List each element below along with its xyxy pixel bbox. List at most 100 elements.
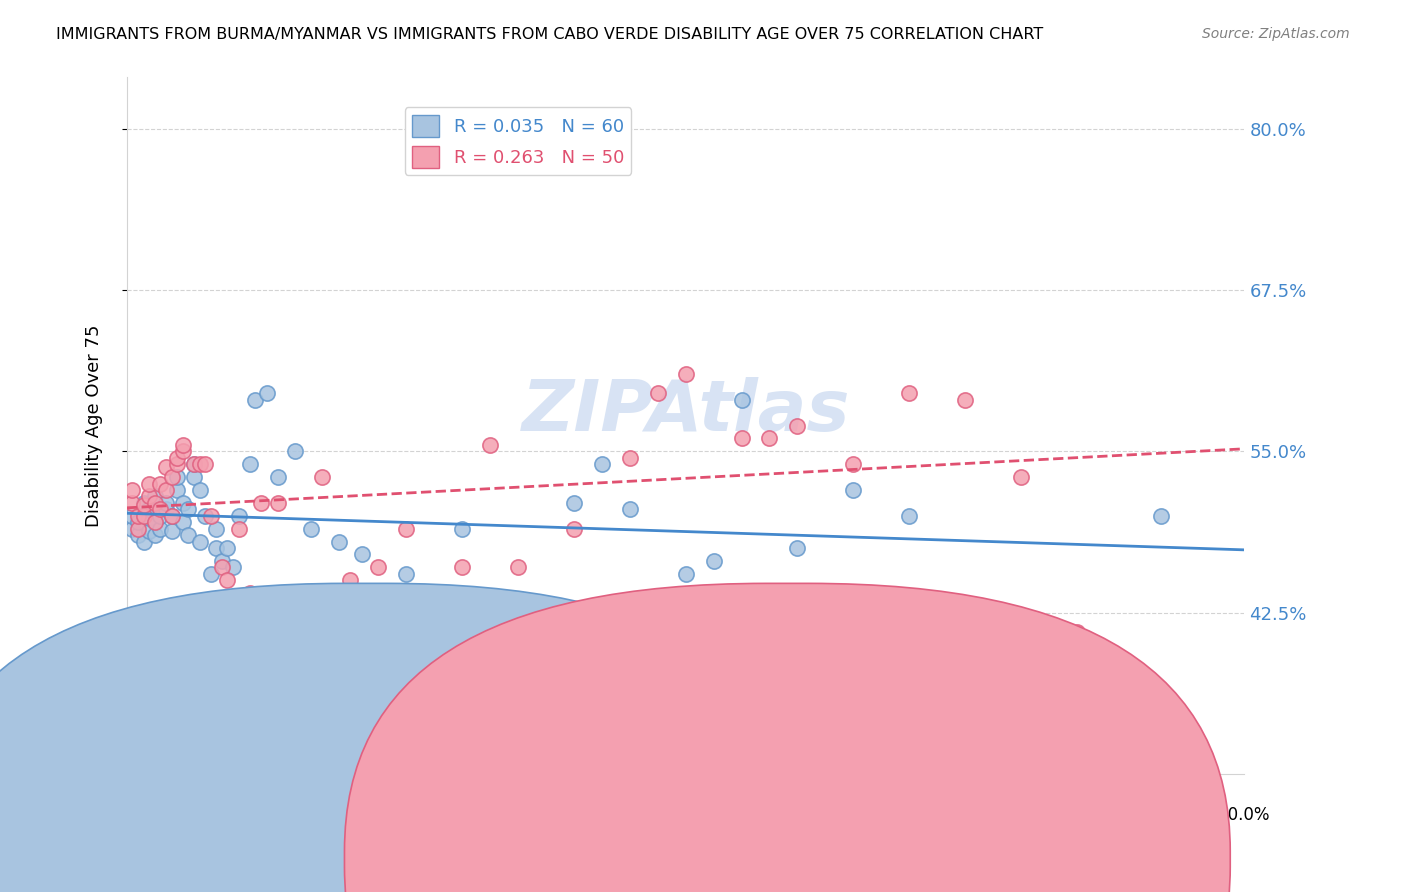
Immigrants from Cabo Verde	[339, 574, 361, 588]
Immigrants from Burma/Myanmar	[127, 528, 149, 542]
Text: Immigrants from Cabo Verde: Immigrants from Cabo Verde	[794, 838, 1033, 856]
Immigrants from Cabo Verde	[160, 470, 183, 484]
Immigrants from Cabo Verde	[217, 574, 239, 588]
Immigrants from Burma/Myanmar	[328, 534, 350, 549]
Immigrants from Cabo Verde	[127, 508, 149, 523]
Immigrants from Cabo Verde	[842, 457, 865, 471]
Immigrants from Burma/Myanmar	[127, 515, 149, 529]
Immigrants from Cabo Verde	[562, 522, 585, 536]
Immigrants from Burma/Myanmar	[132, 496, 155, 510]
Immigrants from Burma/Myanmar	[898, 508, 921, 523]
Immigrants from Burma/Myanmar	[1149, 508, 1171, 523]
Immigrants from Cabo Verde	[188, 457, 211, 471]
Immigrants from Burma/Myanmar	[239, 457, 262, 471]
Immigrants from Burma/Myanmar	[395, 566, 418, 581]
Immigrants from Burma/Myanmar	[222, 560, 245, 574]
Immigrants from Burma/Myanmar	[166, 470, 188, 484]
Immigrants from Cabo Verde	[250, 496, 273, 510]
Immigrants from Burma/Myanmar	[143, 490, 166, 504]
Immigrants from Burma/Myanmar	[177, 502, 200, 516]
Immigrants from Cabo Verde	[200, 508, 222, 523]
Immigrants from Burma/Myanmar	[121, 522, 143, 536]
Immigrants from Cabo Verde	[395, 522, 418, 536]
Immigrants from Burma/Myanmar	[703, 554, 725, 568]
Immigrants from Cabo Verde	[138, 490, 160, 504]
Immigrants from Cabo Verde	[267, 496, 290, 510]
Immigrants from Cabo Verde	[194, 457, 217, 471]
Immigrants from Cabo Verde	[953, 392, 976, 407]
Text: 0.0%: 0.0%	[105, 805, 148, 824]
Immigrants from Burma/Myanmar	[183, 457, 205, 471]
Immigrants from Burma/Myanmar	[211, 554, 233, 568]
Immigrants from Burma/Myanmar	[188, 483, 211, 497]
Immigrants from Burma/Myanmar	[155, 496, 177, 510]
Immigrants from Burma/Myanmar	[172, 515, 194, 529]
Immigrants from Cabo Verde	[239, 586, 262, 600]
Immigrants from Cabo Verde	[155, 483, 177, 497]
Immigrants from Cabo Verde	[479, 438, 502, 452]
Immigrants from Burma/Myanmar	[228, 508, 250, 523]
Immigrants from Cabo Verde	[121, 496, 143, 510]
Text: 20.0%: 20.0%	[1218, 805, 1271, 824]
Immigrants from Burma/Myanmar	[149, 508, 172, 523]
Immigrants from Cabo Verde	[160, 508, 183, 523]
Immigrants from Burma/Myanmar	[160, 508, 183, 523]
Immigrants from Cabo Verde	[1066, 624, 1088, 639]
Immigrants from Burma/Myanmar	[591, 457, 613, 471]
Immigrants from Cabo Verde	[166, 450, 188, 465]
Immigrants from Burma/Myanmar	[149, 522, 172, 536]
Immigrants from Burma/Myanmar	[183, 470, 205, 484]
Immigrants from Burma/Myanmar	[205, 541, 228, 555]
Immigrants from Cabo Verde	[367, 560, 389, 574]
Y-axis label: Disability Age Over 75: Disability Age Over 75	[86, 325, 103, 527]
Immigrants from Burma/Myanmar	[730, 392, 752, 407]
Immigrants from Burma/Myanmar	[451, 522, 474, 536]
Immigrants from Burma/Myanmar	[256, 386, 278, 401]
Immigrants from Burma/Myanmar	[217, 541, 239, 555]
Immigrants from Cabo Verde	[311, 470, 333, 484]
Immigrants from Cabo Verde	[166, 457, 188, 471]
Immigrants from Cabo Verde	[228, 522, 250, 536]
Immigrants from Cabo Verde	[149, 502, 172, 516]
Immigrants from Cabo Verde	[758, 432, 780, 446]
Immigrants from Cabo Verde	[786, 418, 808, 433]
Immigrants from Cabo Verde	[172, 438, 194, 452]
Immigrants from Burma/Myanmar	[562, 496, 585, 510]
Immigrants from Burma/Myanmar	[138, 511, 160, 525]
Immigrants from Cabo Verde	[1010, 470, 1032, 484]
Immigrants from Burma/Myanmar	[245, 392, 267, 407]
Immigrants from Burma/Myanmar	[143, 528, 166, 542]
Immigrants from Cabo Verde	[149, 476, 172, 491]
Immigrants from Cabo Verde	[506, 560, 529, 574]
Immigrants from Cabo Verde	[132, 508, 155, 523]
Immigrants from Cabo Verde	[647, 386, 669, 401]
Immigrants from Burma/Myanmar	[786, 541, 808, 555]
Immigrants from Cabo Verde	[451, 560, 474, 574]
Immigrants from Cabo Verde	[127, 522, 149, 536]
Text: Source: ZipAtlas.com: Source: ZipAtlas.com	[1202, 27, 1350, 41]
Text: Immigrants from Burma/Myanmar: Immigrants from Burma/Myanmar	[350, 838, 634, 856]
Immigrants from Cabo Verde	[121, 483, 143, 497]
Text: IMMIGRANTS FROM BURMA/MYANMAR VS IMMIGRANTS FROM CABO VERDE DISABILITY AGE OVER : IMMIGRANTS FROM BURMA/MYANMAR VS IMMIGRA…	[56, 27, 1043, 42]
Immigrants from Cabo Verde	[183, 457, 205, 471]
Immigrants from Burma/Myanmar	[194, 508, 217, 523]
Immigrants from Burma/Myanmar	[267, 470, 290, 484]
Immigrants from Burma/Myanmar	[842, 483, 865, 497]
Immigrants from Burma/Myanmar	[188, 534, 211, 549]
Immigrants from Burma/Myanmar	[132, 508, 155, 523]
Immigrants from Burma/Myanmar	[121, 508, 143, 523]
Immigrants from Cabo Verde	[211, 560, 233, 574]
Text: ZIPAtlas: ZIPAtlas	[522, 377, 849, 446]
Immigrants from Cabo Verde	[730, 432, 752, 446]
Immigrants from Burma/Myanmar	[619, 502, 641, 516]
Immigrants from Burma/Myanmar	[166, 483, 188, 497]
Immigrants from Burma/Myanmar	[350, 548, 373, 562]
Immigrants from Cabo Verde	[132, 499, 155, 513]
Immigrants from Cabo Verde	[138, 476, 160, 491]
Immigrants from Cabo Verde	[172, 444, 194, 458]
Legend: R = 0.035   N = 60, R = 0.263   N = 50: R = 0.035 N = 60, R = 0.263 N = 50	[405, 107, 631, 175]
Immigrants from Burma/Myanmar	[143, 515, 166, 529]
Immigrants from Burma/Myanmar	[299, 522, 322, 536]
Immigrants from Burma/Myanmar	[160, 524, 183, 539]
Immigrants from Cabo Verde	[155, 459, 177, 474]
